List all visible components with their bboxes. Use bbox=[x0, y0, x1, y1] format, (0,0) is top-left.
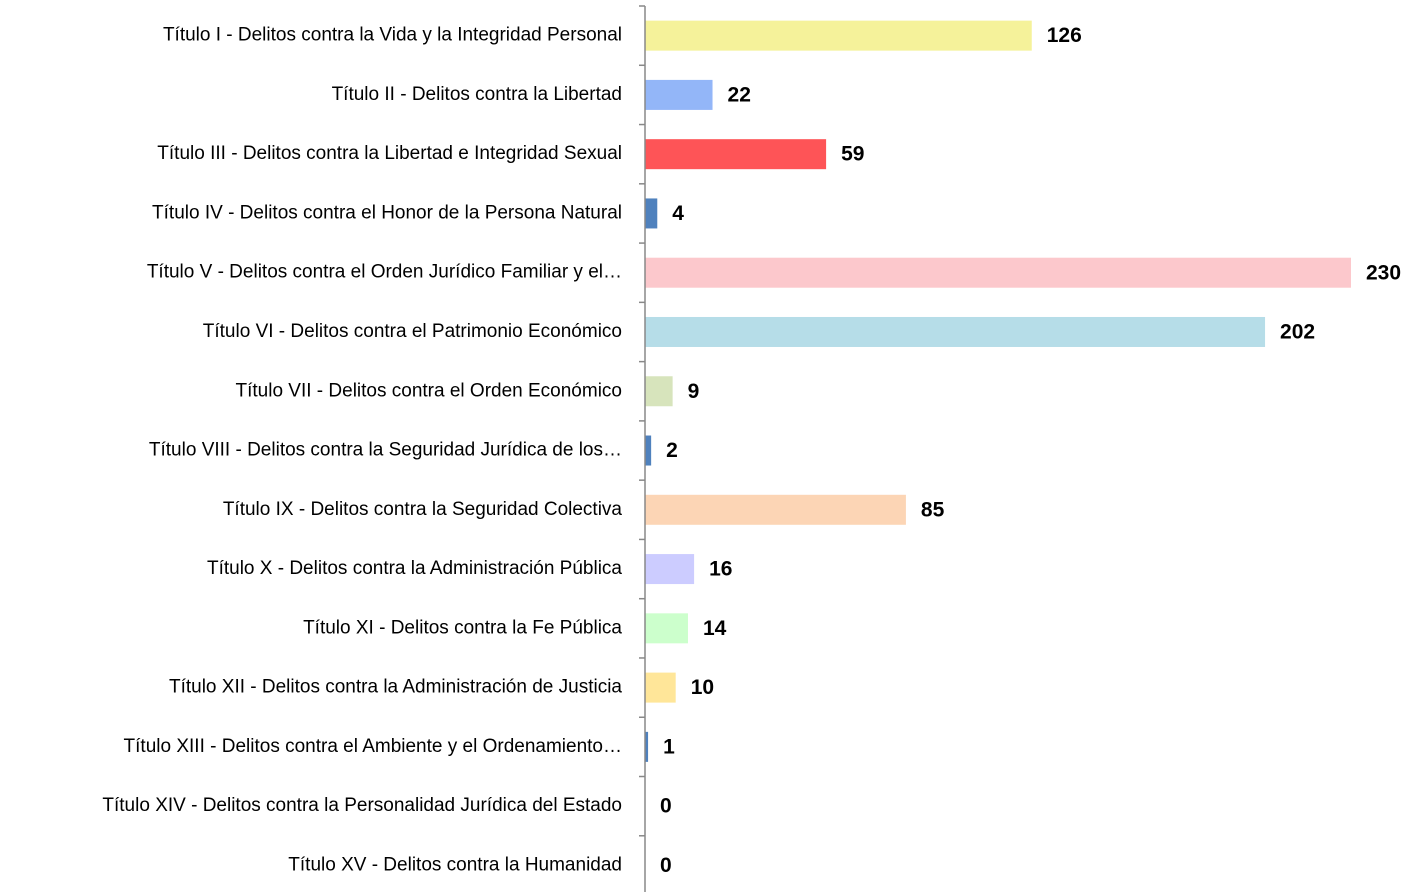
bar bbox=[645, 139, 827, 170]
bar bbox=[645, 20, 1032, 51]
bar bbox=[645, 79, 713, 110]
bar bbox=[645, 613, 688, 644]
data-label: 202 bbox=[1280, 321, 1315, 344]
category-label: Título V - Delitos contra el Orden Juríd… bbox=[147, 262, 622, 283]
category-label: Título III - Delitos contra la Libertad … bbox=[157, 143, 622, 164]
category-label: Título XV - Delitos contra la Humanidad bbox=[288, 854, 622, 875]
data-label: 1 bbox=[663, 735, 675, 758]
category-label: Título XIV - Delitos contra la Personali… bbox=[102, 795, 622, 816]
category-label: Título XI - Delitos contra la Fe Pública bbox=[303, 617, 622, 638]
data-label: 59 bbox=[841, 143, 864, 166]
category-label: Título IX - Delitos contra la Seguridad … bbox=[223, 499, 623, 520]
data-label: 85 bbox=[921, 498, 945, 521]
data-label: 4 bbox=[672, 202, 684, 225]
category-label: Título VI - Delitos contra el Patrimonio… bbox=[203, 321, 622, 342]
bar bbox=[645, 376, 673, 407]
category-label: Título II - Delitos contra la Libertad bbox=[332, 84, 622, 105]
category-label: Título XIII - Delitos contra el Ambiente… bbox=[124, 736, 622, 757]
category-label: Título XII - Delitos contra la Administr… bbox=[169, 677, 622, 698]
bar bbox=[645, 554, 695, 585]
data-label: 16 bbox=[709, 558, 732, 581]
bar bbox=[645, 731, 649, 762]
data-label: 10 bbox=[691, 676, 714, 699]
category-label: Título VIII - Delitos contra la Segurida… bbox=[149, 440, 622, 461]
data-label: 0 bbox=[660, 854, 672, 877]
category-label: Título VII - Delitos contra el Orden Eco… bbox=[236, 380, 623, 401]
data-label: 9 bbox=[688, 380, 700, 403]
data-label: 14 bbox=[703, 617, 727, 640]
data-label: 230 bbox=[1366, 261, 1401, 284]
data-label: 0 bbox=[660, 795, 672, 818]
category-label: Título I - Delitos contra la Vida y la I… bbox=[163, 25, 622, 46]
bar bbox=[645, 316, 1266, 347]
data-label: 126 bbox=[1047, 24, 1082, 47]
data-label: 2 bbox=[666, 439, 678, 462]
bar bbox=[645, 198, 658, 229]
category-label: Título X - Delitos contra la Administrac… bbox=[207, 558, 622, 579]
bar bbox=[645, 435, 652, 466]
data-label: 22 bbox=[728, 83, 751, 106]
category-label: Título IV - Delitos contra el Honor de l… bbox=[152, 202, 622, 223]
bar bbox=[645, 494, 906, 525]
bar bbox=[645, 257, 1351, 288]
bar bbox=[645, 672, 676, 703]
